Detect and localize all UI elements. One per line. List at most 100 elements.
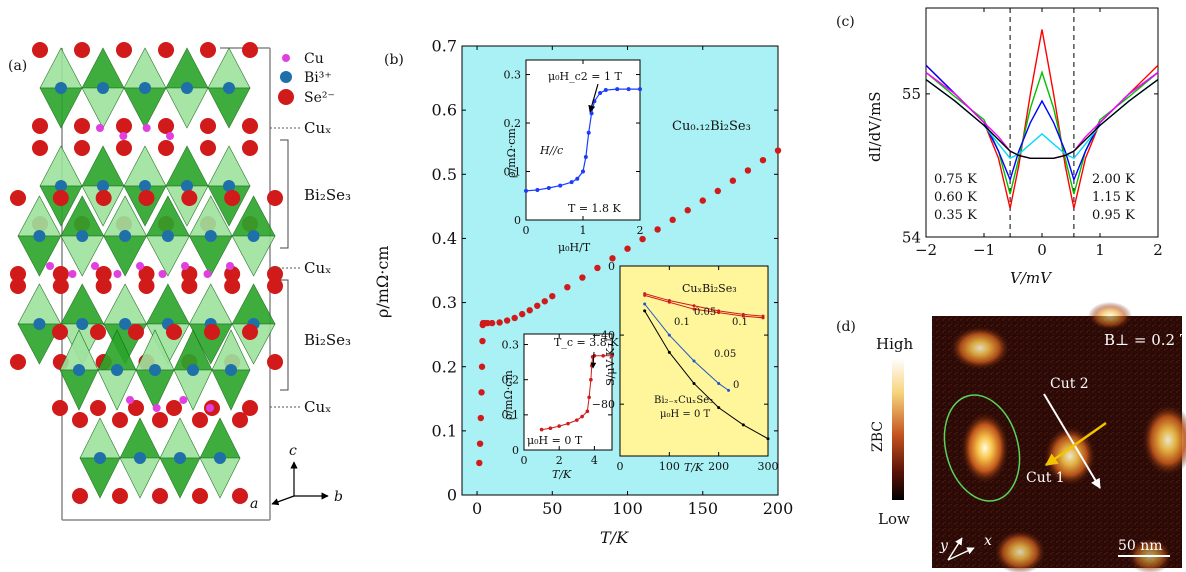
- data-point: [566, 421, 570, 426]
- bi-atom: [97, 180, 109, 192]
- se-atom: [95, 278, 112, 294]
- x-tick-label: 50: [542, 499, 562, 518]
- se-atom: [52, 400, 68, 416]
- se-atom: [181, 278, 198, 294]
- se-atom: [74, 118, 90, 134]
- se-atom: [138, 190, 155, 206]
- cut-2-arrow: [1043, 393, 1101, 489]
- legend-095k: 0.95 K: [1092, 208, 1135, 223]
- data-point: [729, 177, 737, 184]
- series-line: [644, 294, 764, 319]
- colorbar: [892, 358, 904, 500]
- y-tick-label: 0.7: [432, 37, 457, 56]
- legend-se-label: Se²⁻: [304, 90, 335, 106]
- crystal-axes: c a b: [250, 443, 343, 512]
- data-point: [598, 90, 603, 95]
- x-direction-label: x: [984, 533, 992, 549]
- se-atom: [224, 190, 241, 206]
- inset1-y-label: ρ/mΩ·cm: [505, 128, 518, 178]
- data-point: [594, 264, 601, 272]
- y-tick-label: 54: [902, 228, 921, 246]
- y-tick-label: 0.6: [432, 101, 457, 120]
- data-point: [586, 130, 591, 135]
- curve-label-0: 0: [733, 380, 739, 391]
- bi-atom: [247, 230, 260, 242]
- se-atom: [152, 412, 168, 428]
- se-atom: [32, 140, 48, 156]
- se-atom: [116, 118, 132, 134]
- bi-atom: [33, 318, 46, 330]
- se-atom: [200, 140, 216, 156]
- y-tick-label: 55: [902, 85, 921, 103]
- cu-atom: [158, 270, 167, 278]
- data-point: [488, 319, 496, 327]
- bi-atom: [76, 230, 89, 242]
- curve-label-005-top: 0.05: [694, 307, 716, 318]
- vortex: [1142, 404, 1186, 476]
- se-atom: [95, 190, 112, 206]
- y-tick-label: 0.2: [432, 357, 457, 376]
- cu-atom: [142, 124, 151, 132]
- legend-035k: 0.35 K: [934, 208, 977, 223]
- cu-atom: [46, 262, 54, 270]
- inset2-x-label: T/K: [552, 468, 572, 481]
- colorbar-low-label: Low: [878, 510, 910, 528]
- data-point: [587, 395, 591, 400]
- data-point: [643, 302, 647, 306]
- panel-c: (c) −2 −1 0 1 2 54 55 V/mV dI/dV/mS 0.75 K 0.6…: [836, 7, 1163, 287]
- x-tick-label: 2: [1153, 241, 1163, 259]
- se-atom: [181, 266, 198, 282]
- se-atom: [267, 190, 283, 206]
- cu-atom: [181, 262, 189, 270]
- data-point: [589, 377, 593, 382]
- y-tick-label: 0.3: [504, 68, 522, 81]
- data-point: [478, 389, 485, 396]
- bi-atom: [119, 318, 132, 330]
- bi-atom: [73, 364, 85, 376]
- data-point: [569, 180, 574, 185]
- data-point: [539, 427, 544, 432]
- data-point: [692, 381, 696, 385]
- se-atom: [74, 42, 90, 58]
- legend-bi-label: Bi³⁺: [304, 70, 332, 86]
- data-point: [583, 154, 588, 159]
- inset3-y-label: S/μV·K⁻¹: [604, 338, 617, 386]
- scale-bar-label: 50 nm: [1118, 538, 1163, 554]
- bi2se3-label-2: Bi₂Se₃: [304, 331, 351, 349]
- data-point: [478, 363, 486, 370]
- plot-frame: [523, 333, 613, 451]
- data-point: [643, 309, 647, 313]
- cux-label-2: Cuₓ: [304, 259, 332, 277]
- plot-frame: [461, 45, 779, 496]
- legend-115k: 1.15 K: [1092, 190, 1135, 205]
- data-point: [639, 235, 646, 243]
- data-point: [609, 255, 616, 262]
- data-point: [717, 311, 721, 315]
- se-atom: [267, 266, 283, 282]
- data-point: [610, 353, 614, 358]
- zbc-map: Cut 2 Cut 1 B⊥ = 0.2 T y x 50 nm: [932, 302, 1186, 572]
- bi-atom: [111, 364, 123, 376]
- data-point: [624, 245, 631, 252]
- y-tick-label: 0.4: [432, 229, 457, 248]
- se-atom: [224, 266, 241, 282]
- y-direction-arrow: [947, 537, 963, 561]
- data-point: [511, 314, 518, 322]
- panel-a: (a) Cu Bi³⁺ Se²⁻ Cuₓ Bi₂Se₃ Cuₓ: [8, 42, 351, 521]
- se-atom: [242, 42, 258, 58]
- inset3-field-label: μ₀H = 0 T: [660, 409, 711, 420]
- data-point: [766, 437, 770, 441]
- data-point: [476, 459, 483, 467]
- data-point: [503, 317, 511, 324]
- panel-c-x-label: V/mV: [1010, 269, 1053, 287]
- inset1-frame: [525, 59, 641, 221]
- se-atom: [181, 190, 198, 206]
- panel-b-label: (b): [384, 52, 404, 68]
- axis-a-label: a: [250, 496, 258, 512]
- inset3-x-label: T/K: [684, 461, 704, 474]
- cut-1-arrow: [1044, 421, 1107, 467]
- data-point: [575, 418, 579, 422]
- data-point: [479, 337, 486, 345]
- data-point: [717, 406, 721, 410]
- bi-atom: [94, 452, 106, 464]
